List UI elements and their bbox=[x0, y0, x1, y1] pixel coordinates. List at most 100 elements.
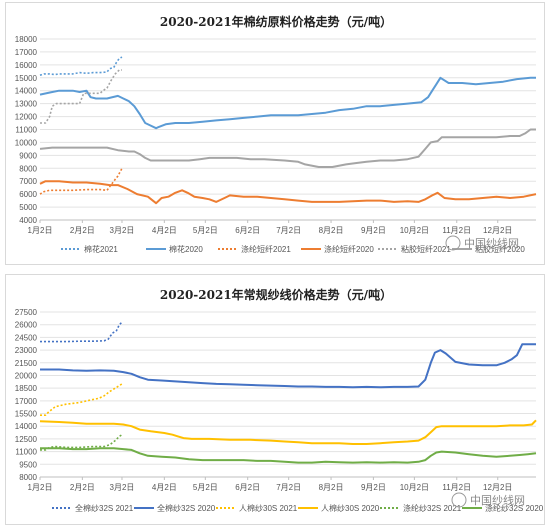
y-tick-label: 15500 bbox=[15, 410, 38, 419]
series-line bbox=[40, 69, 122, 124]
x-tick-label: 6月2日 bbox=[235, 483, 260, 492]
y-tick-label: 17000 bbox=[15, 397, 38, 406]
chart-title: 2020-2021年棉纺原料价格走势（元/吨） bbox=[160, 14, 392, 29]
x-tick-label: 9月2日 bbox=[361, 226, 386, 235]
y-tick-label: 4000 bbox=[19, 216, 37, 225]
x-tick-label: 2月2日 bbox=[70, 226, 95, 235]
y-tick-label: 24500 bbox=[15, 333, 38, 342]
x-tick-label: 3月2日 bbox=[110, 483, 135, 492]
y-tick-label: 11000 bbox=[15, 448, 37, 457]
x-tick-label: 2月2日 bbox=[70, 483, 95, 492]
watermark-text: 中国纱线网 bbox=[464, 236, 519, 250]
y-tick-label: 16000 bbox=[15, 61, 38, 70]
series-line bbox=[39, 419, 537, 445]
legend-item: 涤纶短纤2021 bbox=[218, 244, 291, 254]
y-tick-label: 14000 bbox=[15, 87, 38, 96]
y-tick-label: 7000 bbox=[19, 177, 37, 186]
x-tick-label: 10月2日 bbox=[400, 483, 429, 492]
chart-panel-raw-materials: 4000 5000 6000 7000 8000 9000 10000 11000 12000 1… bbox=[5, 2, 545, 265]
series-line bbox=[39, 167, 123, 195]
x-tick-label: 5月2日 bbox=[193, 483, 218, 492]
legend-item: 全棉纱32S 2020 bbox=[134, 503, 216, 513]
x-tick-label: 1月2日 bbox=[28, 483, 53, 492]
series-line bbox=[39, 128, 536, 168]
x-tick-label: 11月2日 bbox=[442, 226, 471, 235]
y-tick-label: 12500 bbox=[15, 435, 38, 444]
legend-label: 全棉纱32S 2021 bbox=[75, 503, 134, 513]
legend-label: 涤纶纱32S 2020 bbox=[485, 503, 544, 513]
legend-item: 人棉纱30S 2020 bbox=[298, 503, 380, 513]
x-tick-label: 9月2日 bbox=[361, 483, 386, 492]
chart-panel-yarn: 8000 9500 11000 12500 14000 15500 17000 18500 20… bbox=[5, 274, 545, 525]
series-line bbox=[40, 447, 537, 464]
x-tick-label: 7月2日 bbox=[276, 226, 301, 235]
x-tick-label: 4月2日 bbox=[152, 483, 177, 492]
series-line bbox=[40, 383, 123, 416]
y-tick-label: 17000 bbox=[15, 48, 38, 57]
x-tick-label: 5月2日 bbox=[193, 226, 218, 235]
y-tick-label: 6000 bbox=[19, 190, 37, 199]
y-tick-label: 8000 bbox=[19, 473, 37, 482]
y-tick-label: 14000 bbox=[15, 422, 38, 431]
y-tick-label: 9000 bbox=[19, 151, 37, 160]
legend-label: 涤纶短纤2021 bbox=[241, 244, 291, 254]
legend-label: 涤纶纱32S 2021 bbox=[403, 503, 462, 513]
series-line bbox=[39, 180, 537, 205]
chart-title: 2020-2021年常规纱线价格走势（元/吨） bbox=[160, 287, 392, 302]
legend-item: 粘胶短纤2021 bbox=[378, 244, 451, 254]
legend-label: 全棉纱32S 2020 bbox=[157, 503, 216, 513]
series-line bbox=[40, 321, 123, 343]
legend-item: 棉花2021 bbox=[61, 244, 118, 254]
x-tick-label: 12月2日 bbox=[483, 483, 512, 492]
y-tick-label: 18500 bbox=[15, 384, 38, 393]
x-tick-label: 8月2日 bbox=[319, 226, 344, 235]
chart-raw-materials: 4000 5000 6000 7000 8000 9000 10000 11000 12000 1… bbox=[15, 14, 537, 254]
y-tick-label: 12000 bbox=[15, 113, 38, 122]
x-tick-label: 3月2日 bbox=[110, 226, 135, 235]
y-tick-label: 26000 bbox=[15, 321, 38, 330]
legend-item: 涤纶短纤2020 bbox=[301, 244, 374, 254]
chart-yarn: 8000 9500 11000 12500 14000 15500 17000 18500 20… bbox=[15, 287, 544, 513]
watermark: 中国纱线网 bbox=[451, 492, 525, 508]
legend-item: 粘胶短纤2020 bbox=[452, 244, 525, 254]
legend-label: 棉花2020 bbox=[169, 244, 203, 254]
legend-label: 人棉纱30S 2020 bbox=[321, 503, 380, 513]
legend-label: 粘胶短纤2021 bbox=[401, 244, 451, 254]
y-tick-label: 21500 bbox=[15, 359, 38, 368]
legend-item: 涤纶纱32S 2020 bbox=[462, 503, 544, 513]
x-tick-label: 10月2日 bbox=[400, 226, 429, 235]
y-tick-label: 23000 bbox=[15, 346, 38, 355]
x-tick-label: 1月2日 bbox=[28, 226, 53, 235]
y-tick-label: 15000 bbox=[15, 74, 38, 83]
y-tick-label: 13000 bbox=[15, 100, 38, 109]
y-tick-label: 11000 bbox=[15, 126, 37, 135]
series-line bbox=[39, 76, 536, 130]
x-tick-label: 7月2日 bbox=[276, 483, 301, 492]
watermark: 中国纱线网 bbox=[445, 235, 519, 251]
y-tick-label: 10000 bbox=[15, 138, 38, 147]
y-tick-label: 18000 bbox=[15, 35, 38, 44]
series-line bbox=[39, 56, 123, 76]
x-tick-label: 11月2日 bbox=[442, 483, 471, 492]
watermark-logo-icon bbox=[445, 235, 461, 251]
legend-label: 棉花2021 bbox=[84, 244, 118, 254]
x-tick-label: 6月2日 bbox=[235, 226, 260, 235]
x-tick-label: 12月2日 bbox=[483, 226, 512, 235]
y-tick-label: 9500 bbox=[19, 460, 37, 469]
x-tick-label: 8月2日 bbox=[319, 483, 344, 492]
legend-label: 涤纶短纤2020 bbox=[324, 244, 374, 254]
legend-item: 棉花2020 bbox=[146, 244, 203, 254]
legend-item: 涤纶纱32S 2021 bbox=[380, 503, 462, 513]
legend-item: 全棉纱32S 2021 bbox=[52, 503, 134, 513]
x-tick-label: 4月2日 bbox=[152, 226, 177, 235]
y-tick-label: 5000 bbox=[19, 203, 37, 212]
y-tick-label: 8000 bbox=[19, 164, 37, 173]
legend-label: 人棉纱30S 2021 bbox=[239, 503, 298, 513]
watermark-logo-icon bbox=[451, 492, 467, 508]
y-tick-label: 20000 bbox=[15, 371, 38, 380]
y-tick-label: 27500 bbox=[15, 308, 38, 317]
watermark-text: 中国纱线网 bbox=[470, 493, 525, 507]
legend-item: 人棉纱30S 2021 bbox=[216, 503, 298, 513]
series-line bbox=[40, 343, 536, 389]
legend-label: 粘胶短纤2020 bbox=[475, 244, 525, 254]
